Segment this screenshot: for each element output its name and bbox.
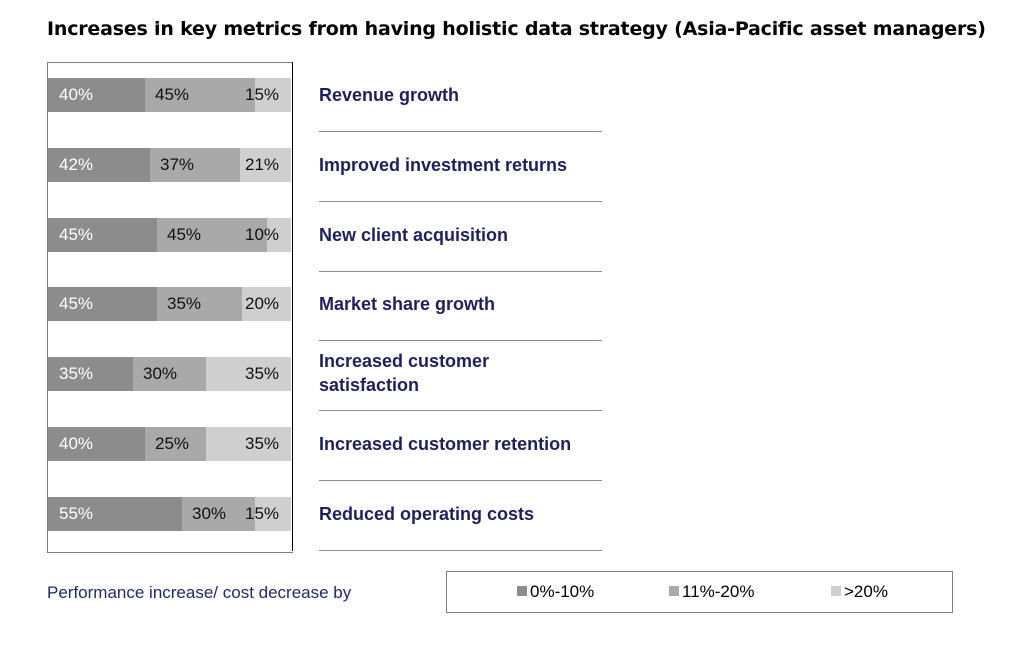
legend-item-1: 11%-20%	[669, 582, 754, 602]
row-separator	[319, 271, 602, 272]
bar-segment	[206, 357, 291, 391]
category-label: Revenue growth	[319, 85, 460, 105]
category-label: Reduced operating costs	[319, 504, 535, 524]
bar-segment	[157, 287, 242, 321]
row-separator	[319, 410, 602, 411]
data-label: 45%	[59, 294, 94, 313]
category-label: Improved investment returns	[319, 155, 568, 175]
bar-segment	[48, 497, 182, 531]
bar-segment	[48, 78, 145, 112]
row-separator	[319, 131, 602, 132]
bar-segment	[255, 78, 291, 112]
category-label: Increased customer satisfaction	[319, 351, 490, 395]
data-label: 30%	[143, 364, 178, 383]
data-label: 40%	[59, 434, 94, 453]
plot-area	[47, 62, 293, 553]
data-label: 20%	[245, 294, 280, 313]
data-label: 45%	[59, 225, 94, 244]
row-separator	[319, 201, 602, 202]
legend: 0%-10% 11%-20% >20%	[446, 571, 953, 613]
data-label: 35%	[167, 294, 202, 313]
bar-segment	[150, 148, 240, 182]
data-label: 45%	[155, 85, 190, 104]
legend-swatch-2	[831, 586, 841, 596]
row-separator	[319, 340, 602, 341]
legend-swatch-0	[517, 586, 527, 596]
legend-label-1: 11%-20%	[682, 582, 755, 601]
legend-label-2: >20%	[844, 582, 888, 601]
chart-title: Increases in key metrics from having hol…	[47, 18, 986, 40]
legend-item-2: >20%	[831, 582, 888, 602]
bar-segment	[48, 427, 145, 461]
data-label: 35%	[245, 434, 280, 453]
data-label: 55%	[59, 504, 94, 523]
category-label: Market share growth	[319, 294, 496, 314]
data-label: 42%	[59, 155, 94, 174]
bar-segment	[133, 357, 206, 391]
data-label: 45%	[167, 225, 202, 244]
legend-swatch-1	[669, 586, 679, 596]
bar-segment	[145, 427, 206, 461]
bar-segment	[255, 497, 291, 531]
bar-segment	[157, 218, 267, 252]
bar-segment	[48, 287, 157, 321]
data-label: 25%	[155, 434, 190, 453]
data-label: 21%	[245, 155, 280, 174]
legend-title: Performance increase/ cost decrease by	[47, 583, 352, 602]
data-label: 15%	[245, 85, 280, 104]
data-label: 10%	[245, 225, 280, 244]
bar-segment	[182, 497, 255, 531]
bar-segment	[242, 287, 291, 321]
data-label: 30%	[192, 504, 227, 523]
bar-segment	[240, 148, 291, 182]
category-label: Increased customer retention	[319, 434, 572, 454]
legend-label-0: 0%-10%	[530, 582, 595, 601]
row-separator	[319, 550, 602, 551]
bar-segment	[48, 148, 150, 182]
bar-segment	[48, 218, 157, 252]
data-label: 35%	[59, 364, 94, 383]
legend-item-0: 0%-10%	[517, 582, 594, 602]
category-label: New client acquisition	[319, 225, 509, 245]
data-label: 40%	[59, 85, 94, 104]
row-separator	[319, 480, 602, 481]
bar-segment	[48, 357, 133, 391]
bar-segment	[206, 427, 291, 461]
bar-segment	[267, 218, 291, 252]
data-label: 37%	[160, 155, 195, 174]
plot-right-axis	[292, 62, 293, 551]
data-label: 15%	[245, 504, 280, 523]
data-label: 35%	[245, 364, 280, 383]
bar-segment	[145, 78, 255, 112]
